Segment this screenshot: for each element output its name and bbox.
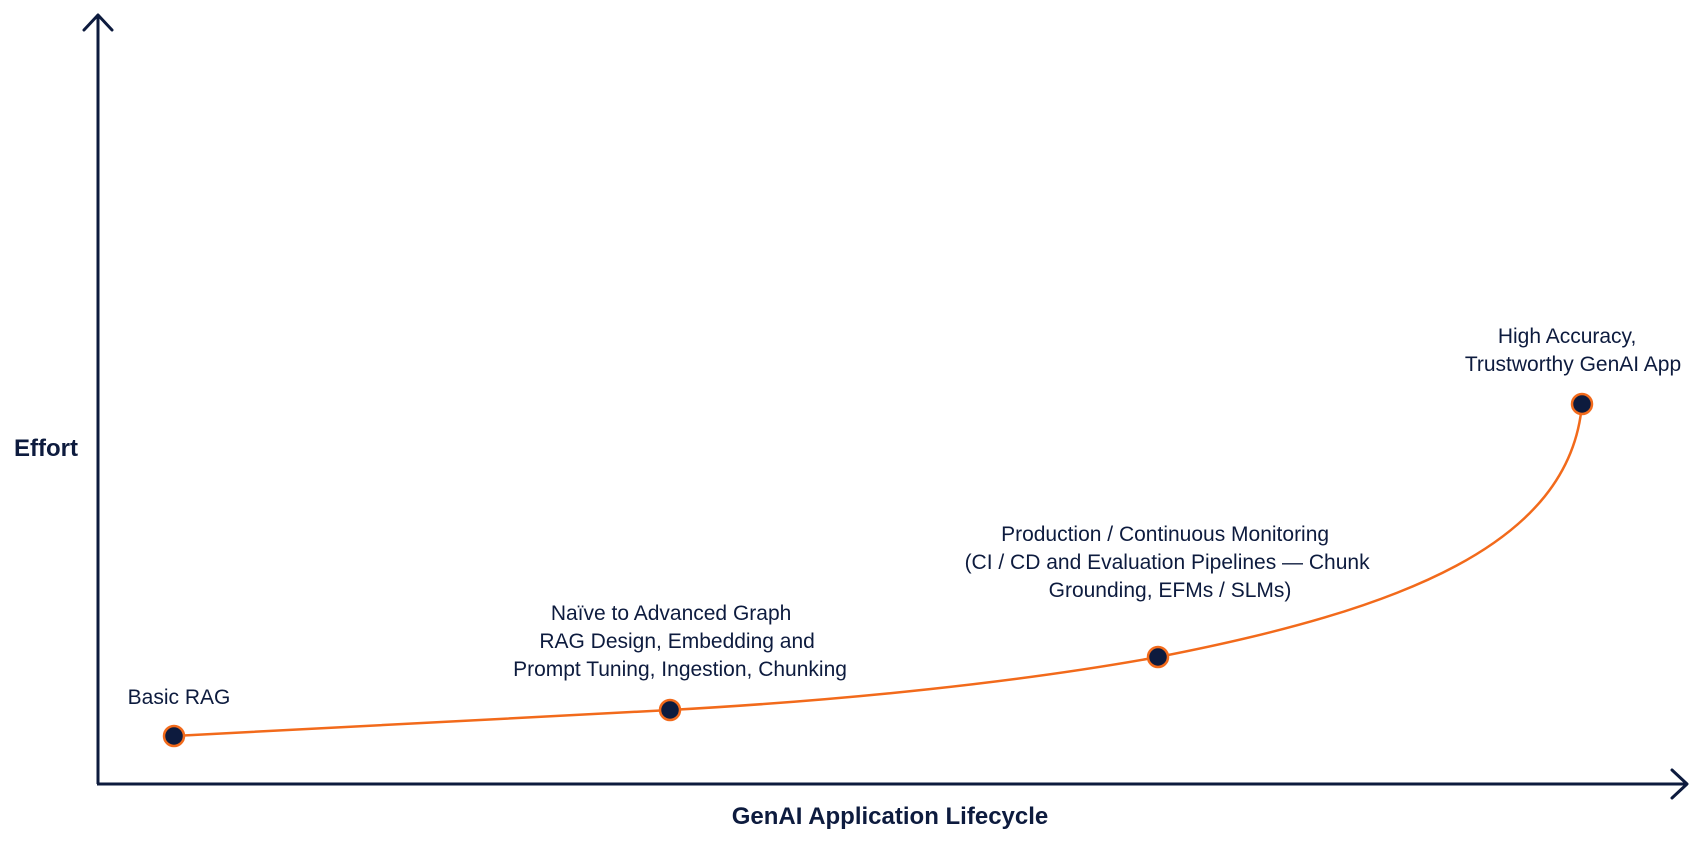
stage-markers <box>162 392 1594 748</box>
stage-marker-production-monitoring <box>1146 645 1170 669</box>
stage-label-line: Naïve to Advanced Graph <box>551 602 792 625</box>
axes <box>82 13 1689 800</box>
stage-label-line: Basic RAG <box>128 686 231 709</box>
x-axis-arrowhead <box>1670 768 1689 800</box>
y-axis-title: Effort <box>14 435 78 462</box>
effort-curve <box>172 402 1584 738</box>
stage-label-basic-rag: Basic RAG <box>128 686 231 709</box>
stage-label-line: Production / Continuous Monitoring <box>1001 523 1329 546</box>
stage-label-advanced-graph-rag: Naïve to Advanced Graph RAG Design, Embe… <box>513 602 847 681</box>
x-axis-title: GenAI Application Lifecycle <box>732 803 1049 830</box>
stage-marker-advanced-graph-rag <box>658 698 682 722</box>
y-axis-arrowhead <box>82 13 114 32</box>
stage-marker-high-accuracy-app <box>1570 392 1594 416</box>
stage-label-line: RAG Design, Embedding and <box>539 630 815 653</box>
stage-label-line: High Accuracy, <box>1498 325 1637 348</box>
stage-label-line: (CI / CD and Evaluation Pipelines — Chun… <box>965 551 1371 574</box>
stage-label-high-accuracy-app: High Accuracy, Trustworthy GenAI App <box>1465 325 1681 376</box>
stage-marker-basic-rag <box>162 724 186 748</box>
stage-label-line: Prompt Tuning, Ingestion, Chunking <box>513 658 847 681</box>
stage-label-line: Grounding, EFMs / SLMs) <box>1049 579 1292 602</box>
stage-label-production-monitoring: Production / Continuous Monitoring (CI /… <box>965 523 1376 602</box>
stage-label-line: Trustworthy GenAI App <box>1465 353 1681 376</box>
